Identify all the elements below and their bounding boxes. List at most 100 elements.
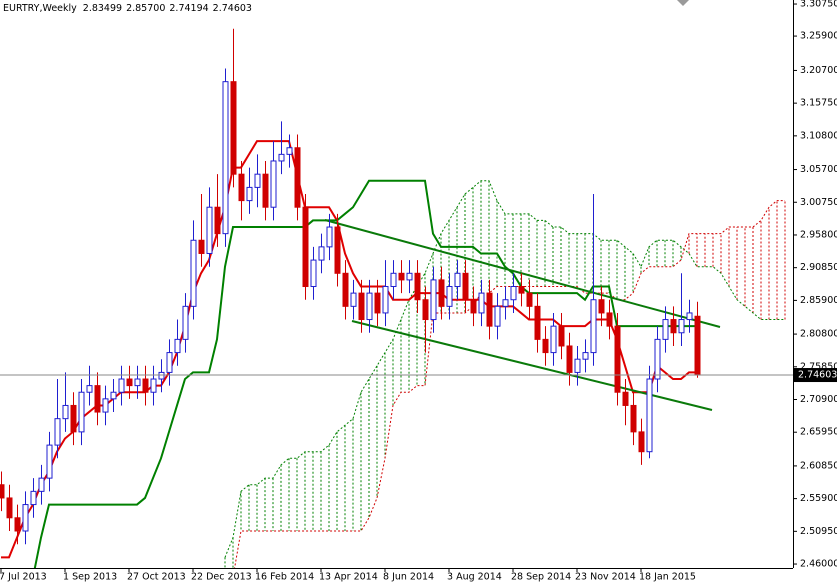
candle-body [206,206,213,254]
x-tick-label: 27 Oct 2013 [127,572,186,583]
candle-body [94,385,101,413]
candle-body [46,444,53,479]
candle-body [134,378,141,387]
candle-body [70,404,77,433]
low-value: 2.74194 [169,3,208,14]
candle-body [454,272,461,288]
candle-body [6,497,13,519]
shift-marker [677,0,689,6]
price-label: 2.74603 [798,370,837,381]
candle-body [510,286,517,301]
candle-body [662,319,669,340]
y-tick-label: 2.60850 [800,460,837,471]
y-tick-label: 2.50950 [800,526,837,537]
y-tick-label: 2.85900 [800,295,837,306]
plot-area [0,28,793,568]
candle-body [366,292,373,321]
x-tick-label: 1 Sep 2013 [63,572,117,583]
candle-body [446,286,453,307]
x-tick-label: 16 Feb 2014 [255,572,314,583]
candle-body [678,319,685,334]
candle-body [22,504,29,532]
candle-body [254,173,261,188]
candle-body [262,173,269,208]
candle-body [542,338,549,354]
y-tick-label: 3.30750 [800,0,837,10]
candle-body [582,352,589,360]
candle-body [486,292,493,327]
candle-body [422,299,429,321]
candle-body [0,484,5,499]
indicator-line [1,140,697,559]
candle-body [78,391,85,433]
candle-body [398,272,405,281]
candle-body [246,186,253,202]
indicator-line [33,179,697,568]
candle-body [62,404,69,420]
candle-body [614,325,621,393]
candle-body [14,517,21,532]
price-label-box [794,368,837,383]
candle-body [638,431,645,453]
y-tick-label: 2.70900 [800,394,837,405]
candle-body [558,325,565,347]
candle-body [494,305,501,327]
candle-body [222,81,229,235]
candle-body [534,305,541,340]
candle-body [462,272,469,301]
y-tick-label: 2.75850 [800,361,837,372]
open-value: 2.83499 [83,3,122,14]
y-tick-label: 2.90850 [800,262,837,273]
candle-body [86,385,93,393]
candle-body [278,153,285,162]
y-tick-label: 3.20700 [800,65,837,76]
candle-body [478,292,485,314]
candle-body [390,272,397,288]
y-tick-label: 3.10800 [800,130,837,141]
y-tick-label: 2.95800 [800,229,837,240]
candle-body [358,292,365,321]
candle-body [430,279,437,321]
candle-body [214,206,221,235]
candle-body [566,345,573,373]
candle-body [502,299,509,307]
cloud [224,180,786,568]
candle-body [518,286,525,294]
candle-body [646,378,653,453]
candle-body [54,418,61,446]
cloud-edge [224,180,785,558]
candle-body [102,398,109,413]
y-tick-label: 2.55900 [800,493,837,504]
candle-body [142,378,149,393]
candle-body [374,292,381,314]
candle-body [294,147,301,208]
candle-body [30,490,37,506]
y-tick-label: 3.00750 [800,197,837,208]
candle-body [238,173,245,202]
candle-body [318,246,325,261]
candle-body [150,378,157,393]
candle-body [38,477,45,492]
candle-body [550,325,557,354]
y-tick-label: 2.80800 [800,329,837,340]
candle-body [334,226,341,274]
candle-body [350,292,357,307]
y-tick-label: 3.05700 [800,164,837,175]
candle-body [158,371,165,380]
y-tick-label: 2.65950 [800,427,837,438]
candle-body [670,319,677,334]
chart-header: EURTRY,Weekly 2.83499 2.85700 2.74194 2.7460… [3,3,252,14]
x-tick-label: 8 Jun 2014 [383,572,434,583]
candle-body [622,391,629,406]
high-value: 2.85700 [126,3,165,14]
candle-body [110,391,117,400]
candle-body [574,358,581,373]
candle-body [126,378,133,387]
candle-body [174,338,181,354]
candle-body [182,305,189,340]
y-tick-label: 3.25900 [800,31,837,42]
candle-body [118,378,125,393]
symbol: EURTRY,Weekly [3,3,77,14]
